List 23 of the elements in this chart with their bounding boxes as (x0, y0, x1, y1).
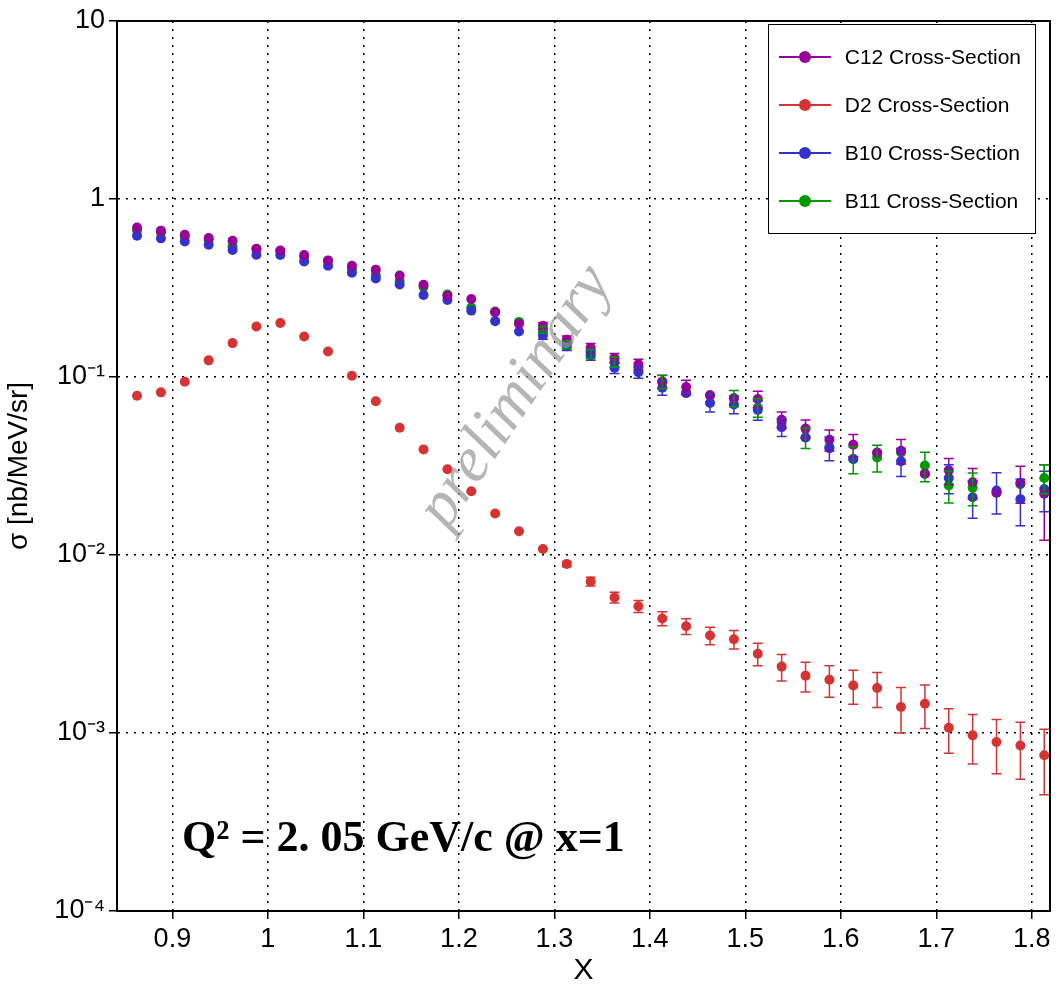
x-tick-label: 1.1 (344, 922, 383, 953)
x-tick-label: 1.2 (440, 922, 478, 953)
y-tick-label: 10⁻⁴ (54, 894, 105, 925)
x-tick-label: 1.8 (1013, 922, 1051, 953)
legend-label: D2 Cross-Section (844, 93, 1010, 117)
x-tick-label: 1.7 (917, 922, 956, 953)
x-tick-label: 1.3 (535, 922, 574, 953)
y-tick-label: 1 (89, 182, 105, 213)
y-tick-label: 10 (74, 4, 105, 35)
x-tick-label: 1.6 (822, 922, 860, 953)
legend-label: B11 Cross-Section (844, 189, 1019, 213)
y-tick-label: 10⁻¹ (56, 360, 105, 391)
x-tick-label: 1.5 (726, 922, 765, 953)
x-tick-label: 1 (260, 922, 276, 953)
legend-label: C12 Cross-Section (844, 45, 1021, 69)
y-axis-title: σ [nb/MeV/sr] (1, 381, 33, 551)
annotation: Q² = 2. 05 GeV/c @ x=1 (182, 812, 625, 861)
x-tick-label: 0.9 (153, 922, 192, 953)
x-axis-title: X (573, 952, 594, 986)
legend-label: B10 Cross-Section (844, 141, 1020, 165)
y-tick-label: 10⁻² (56, 538, 105, 569)
x-tick-label: 1.4 (631, 922, 669, 953)
y-tick-label: 10⁻³ (56, 716, 105, 747)
